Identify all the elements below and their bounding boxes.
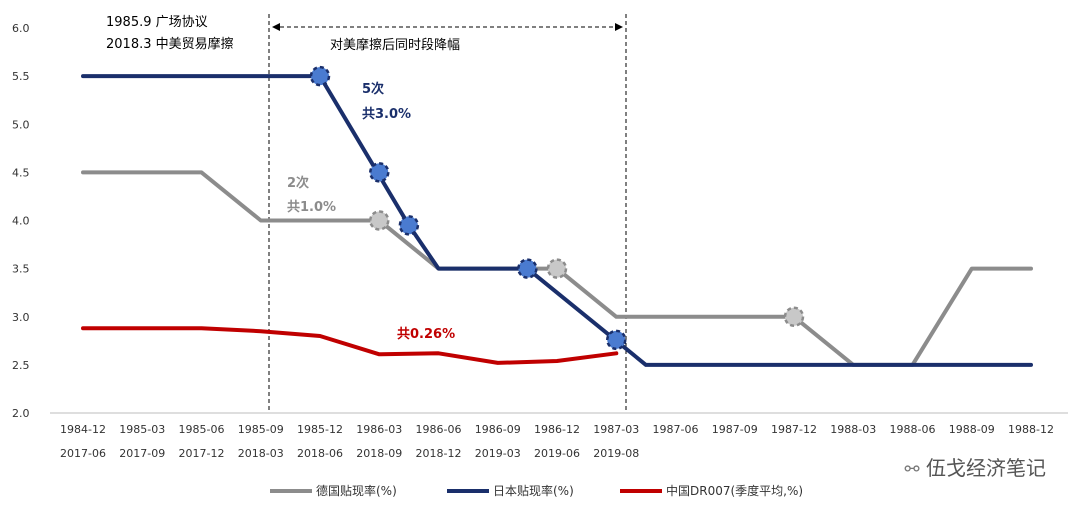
y-tick-label: 5.5 (12, 70, 30, 83)
x-tick-label: 1988-06 (890, 423, 936, 436)
x-tick-label: 1987-06 (653, 423, 699, 436)
watermark-text: 伍戈经济笔记 (926, 456, 1046, 480)
point-marker-japan (517, 258, 538, 279)
x-tick-label: 1986-12 (534, 423, 580, 436)
x-tick-label-secondary: 2019-08 (593, 447, 639, 460)
series-line-japan (81, 74, 1033, 367)
x-tick-label: 1987-09 (712, 423, 758, 436)
series-line-germany (81, 170, 1033, 367)
y-tick-label: 6.0 (12, 22, 30, 35)
x-tick-label: 1986-09 (475, 423, 521, 436)
x-tick-label-secondary: 2019-03 (475, 447, 521, 460)
wechat-icon: ⚯ (904, 459, 920, 480)
y-tick-label: 2.0 (12, 407, 30, 420)
y-tick-label: 4.0 (12, 215, 30, 228)
legend-label-japan: 日本贴现率(%) (493, 483, 574, 498)
y-tick-label: 4.5 (12, 166, 30, 179)
watermark: ⚯ 伍戈经济笔记 (905, 452, 1046, 481)
x-tick-label: 1988-09 (949, 423, 995, 436)
point-marker-germany (546, 258, 568, 279)
x-tick-label: 1985-06 (179, 423, 225, 436)
x-tick-label-secondary: 2017-09 (119, 447, 165, 460)
x-tick-label: 1986-03 (356, 423, 402, 436)
x-tick-label: 1985-03 (119, 423, 165, 436)
china-total-label: 共0.26% (397, 326, 455, 342)
point-marker-japan (398, 215, 420, 236)
germany-count-label: 2次 (287, 175, 309, 191)
event-plaza-accord: 1985.9 广场协议 (106, 15, 208, 30)
series-line-china (81, 326, 619, 365)
x-tick-label-secondary: 2018-12 (416, 447, 462, 460)
x-tick-label: 1985-12 (297, 423, 343, 436)
x-tick-label: 1984-12 (60, 423, 106, 436)
x-tick-label: 1985-09 (238, 423, 284, 436)
x-tick-label: 1988-12 (1008, 423, 1054, 436)
x-tick-label: 1987-12 (771, 423, 817, 436)
series-layer (81, 74, 1033, 367)
point-marker-japan (369, 162, 390, 183)
japan-count-label: 5次 (362, 81, 384, 97)
event-trade-friction: 2018.3 中美贸易摩擦 (106, 36, 234, 52)
x-tick-label-secondary: 2019-06 (534, 447, 580, 460)
legend-label-china: 中国DR007(季度平均,%) (666, 483, 803, 498)
y-tick-label: 3.0 (12, 311, 30, 324)
x-tick-label-secondary: 2017-06 (60, 447, 106, 460)
legend: 德国贴现率(%) 日本贴现率(%) 中国DR007(季度平均,%) (270, 483, 803, 498)
germany-total-label: 共1.0% (287, 199, 336, 215)
x-tick-label: 1988-03 (830, 423, 876, 436)
point-marker-germany (369, 210, 390, 231)
y-axis: 2.0 2.5 3.0 3.5 4.0 4.5 5.0 5.5 6.0 (12, 22, 30, 420)
span-label: 对美摩擦后同时段降幅 (330, 37, 460, 53)
y-tick-label: 3.5 (12, 263, 30, 276)
y-tick-label: 2.5 (12, 359, 30, 372)
point-marker-germany (783, 306, 805, 327)
x-tick-label-secondary: 2017-12 (179, 447, 225, 460)
marker-layer (309, 65, 805, 351)
x-tick-label-secondary: 2018-03 (238, 447, 284, 460)
y-tick-label: 5.0 (12, 118, 30, 131)
x-tick-label-secondary: 2018-09 (356, 447, 402, 460)
legend-label-germany: 德国贴现率(%) (316, 483, 397, 498)
x-tick-label: 1986-06 (416, 423, 462, 436)
point-marker-japan (606, 329, 627, 351)
x-axis: 1984-12 1985-03 1985-06 1985-09 1985-12 1986-… (60, 423, 1054, 460)
japan-total-label: 共3.0% (362, 106, 411, 122)
x-tick-label: 1987-03 (593, 423, 639, 436)
point-marker-japan (309, 65, 331, 87)
x-tick-label-secondary: 2018-06 (297, 447, 343, 460)
